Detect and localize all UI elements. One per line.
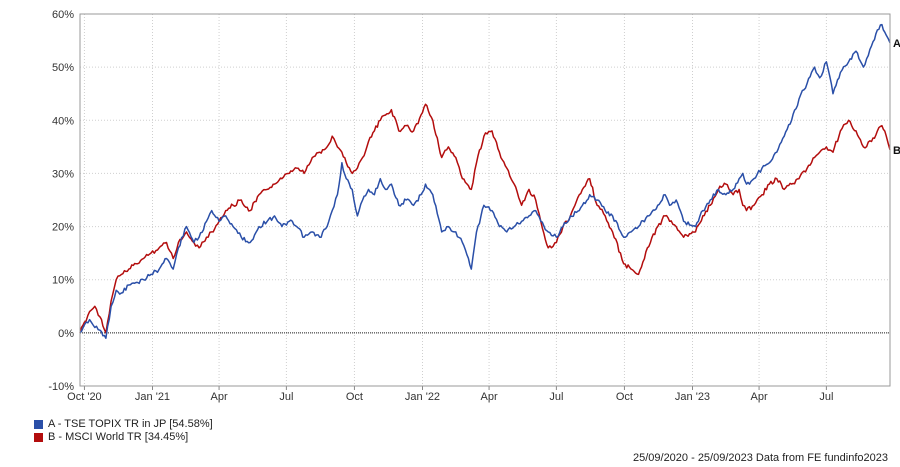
x-tick-label: Jul xyxy=(279,391,293,403)
line-chart: -10% 0% 10% 20% 30% 40% 50% 60% Oct '20 Jan '21 A… xyxy=(48,9,900,403)
end-label-b: B xyxy=(893,145,900,157)
legend-swatch-a xyxy=(34,420,43,429)
x-axis-ticks: Oct '20 Jan '21 Apr Jul Oct Jan '22 Apr Jul Oct J… xyxy=(67,386,833,403)
y-tick-label: 40% xyxy=(52,115,74,127)
plot-frame xyxy=(79,13,891,387)
x-tick-label: Oct xyxy=(616,391,633,403)
x-tick-label: Oct xyxy=(346,391,363,403)
y-tick-label: 60% xyxy=(52,9,74,21)
y-tick-label: 50% xyxy=(52,62,74,74)
y-tick-label: 0% xyxy=(58,328,74,340)
x-tick-label: Jan '23 xyxy=(675,391,710,403)
legend: A - TSE TOPIX TR in JP [54.58%] B - MSCI… xyxy=(34,418,213,444)
x-tick-label: Apr xyxy=(211,391,228,403)
y-tick-label: 20% xyxy=(52,222,74,234)
x-tick-label: Jan '21 xyxy=(135,391,170,403)
legend-label-a: A - TSE TOPIX TR in JP [54.58%] xyxy=(48,418,213,430)
source-footer: 25/09/2020 - 25/09/2023 Data from FE fun… xyxy=(632,452,888,464)
x-tick-label: Oct '20 xyxy=(67,391,102,403)
x-tick-label: Jan '22 xyxy=(405,391,440,403)
legend-item-b: B - MSCI World TR [34.45%] xyxy=(34,431,213,444)
series-lines xyxy=(79,23,891,339)
end-label-a: A xyxy=(893,38,900,50)
legend-swatch-b xyxy=(34,433,43,442)
y-tick-label: 30% xyxy=(52,168,74,180)
y-tick-label: 10% xyxy=(52,275,74,287)
legend-item-a: A - TSE TOPIX TR in JP [54.58%] xyxy=(34,418,213,431)
x-tick-label: Apr xyxy=(481,391,498,403)
x-tick-label: Jul xyxy=(819,391,833,403)
legend-label-b: B - MSCI World TR [34.45%] xyxy=(48,431,189,443)
series-end-labels: BA xyxy=(893,38,900,157)
series-line-a xyxy=(79,23,891,339)
x-tick-label: Apr xyxy=(751,391,768,403)
y-tick-label: -10% xyxy=(48,381,74,393)
x-tick-label: Jul xyxy=(549,391,563,403)
series-line-b xyxy=(79,103,891,334)
y-axis-ticks: -10% 0% 10% 20% 30% 40% 50% 60% xyxy=(48,9,74,393)
grid xyxy=(80,13,890,387)
